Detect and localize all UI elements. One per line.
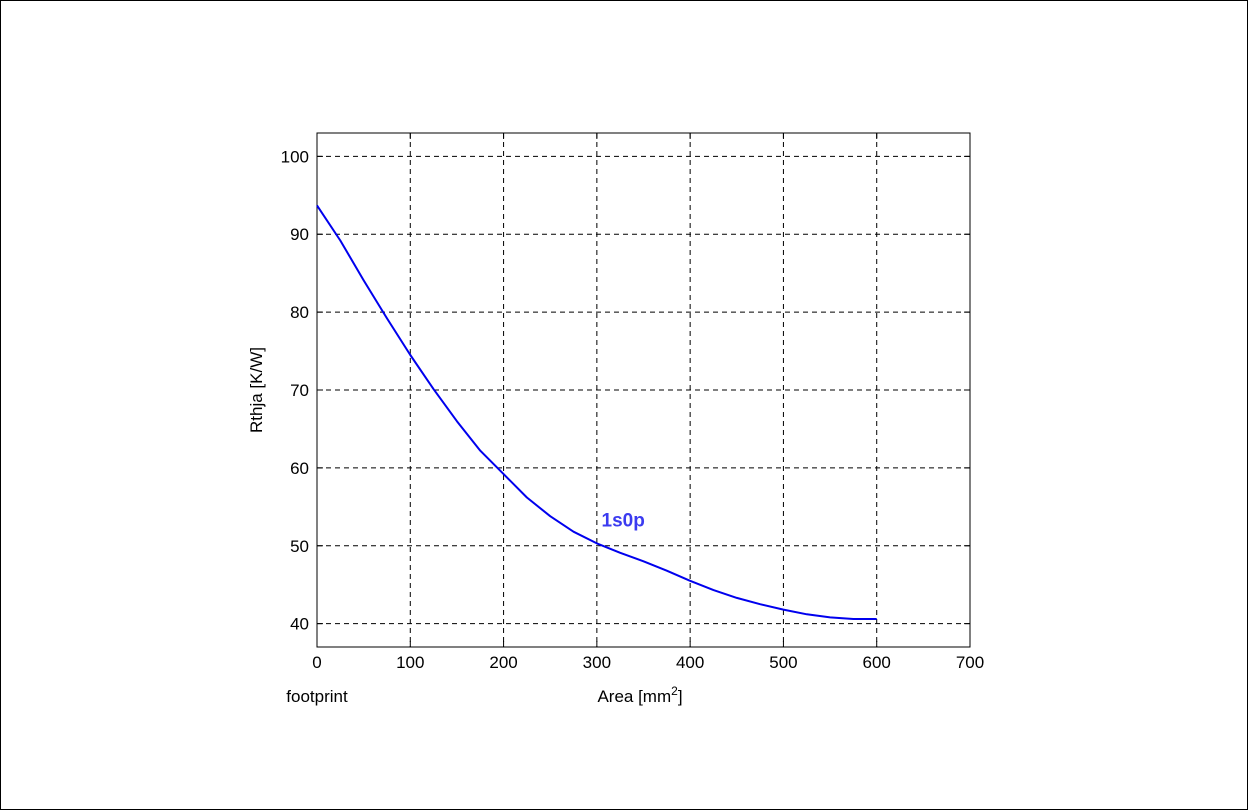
x-axis-ticks: 0 100 200 300 400 500 600 700 bbox=[312, 133, 984, 672]
x-axis-title-main: Area [mm bbox=[597, 687, 671, 706]
x-footprint-label: footprint bbox=[286, 687, 348, 706]
y-tick-label: 80 bbox=[290, 303, 309, 322]
x-tick-label: 600 bbox=[863, 653, 891, 672]
grid bbox=[317, 133, 970, 647]
series-label-1s0p: 1s0p bbox=[602, 510, 645, 531]
x-axis-title-close: ] bbox=[678, 687, 683, 706]
y-tick-label: 90 bbox=[290, 225, 309, 244]
x-tick-label: 300 bbox=[583, 653, 611, 672]
y-tick-label: 70 bbox=[290, 381, 309, 400]
x-axis-title-superscript: 2 bbox=[671, 684, 678, 698]
x-axis-title: Area [mm2] bbox=[597, 684, 682, 706]
x-tick-label: 700 bbox=[956, 653, 984, 672]
y-tick-label: 60 bbox=[290, 459, 309, 478]
series-group: 1s0p bbox=[316, 204, 877, 620]
x-tick-label: 100 bbox=[396, 653, 424, 672]
x-tick-label: 0 bbox=[312, 653, 321, 672]
x-tick-label: 500 bbox=[769, 653, 797, 672]
y-axis-title: Rthja [K/W] bbox=[247, 347, 266, 433]
x-tick-label: 400 bbox=[676, 653, 704, 672]
series-line-1s0p bbox=[316, 204, 877, 620]
y-axis-ticks: 40 50 60 70 80 90 100 bbox=[281, 147, 970, 634]
y-tick-label: 100 bbox=[281, 147, 309, 166]
y-tick-label: 40 bbox=[290, 615, 309, 634]
x-tick-label: 200 bbox=[489, 653, 517, 672]
y-tick-label: 50 bbox=[290, 537, 309, 556]
